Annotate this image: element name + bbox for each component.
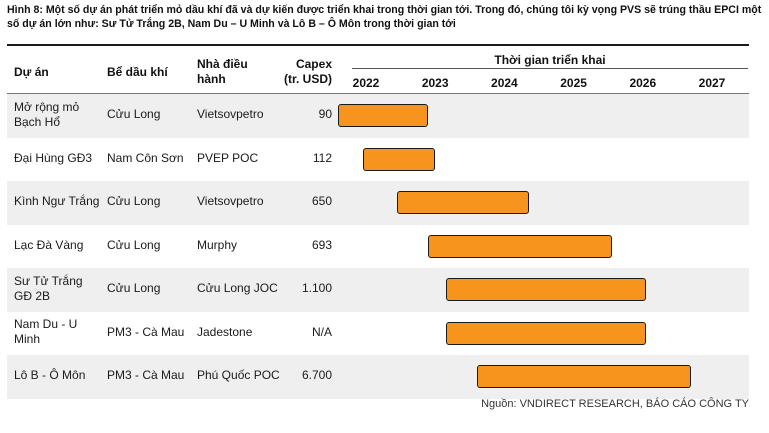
year-tick-label: 2024 <box>491 76 518 90</box>
operator-name: PVEP POC <box>197 151 258 166</box>
project-name-line: Nam Du - U <box>14 317 78 332</box>
year-tick-label: 2022 <box>352 76 380 90</box>
year-tick-label: 2026 <box>629 76 657 90</box>
project-name-line: Mở rộng mỏ <box>14 99 80 114</box>
operator-name: Vietsovpetro <box>197 107 264 122</box>
header-project: Dự án <box>14 65 49 79</box>
header-capex: Capex (tr. USD) <box>272 57 332 87</box>
capex-value: 112 <box>312 150 332 165</box>
operator-name: Phú Quốc POC <box>197 368 280 383</box>
operator-name: Vietsovpetro <box>197 194 264 209</box>
header-operator-line1: Nhà điều <box>197 57 248 71</box>
timeline-bar <box>445 321 647 345</box>
operator-name: Jadestone <box>197 325 252 340</box>
timeline-bar <box>397 191 529 215</box>
project-name: Kình Ngư Trắng <box>14 194 99 209</box>
basin-name: Cửu Long <box>107 281 161 296</box>
year-tick-label: 2023 <box>421 76 449 90</box>
basin-name: PM3 - Cà Mau <box>107 368 185 383</box>
project-name-line: Lạc Đà Vàng <box>14 237 84 252</box>
source-note: Nguồn: VNDIRECT RESEARCH, BÁO CÁO CÔNG T… <box>481 398 749 410</box>
header-bottom-rule <box>7 93 749 94</box>
basin-name: Cửu Long <box>107 237 161 252</box>
capex-value: N/A <box>311 324 332 339</box>
operator-name-line: Vietsovpetro <box>197 194 264 209</box>
capex-value: 693 <box>311 237 332 252</box>
project-name-line: Lô B - Ô Môn <box>14 368 86 383</box>
project-name-line: GĐ 2B <box>14 288 51 303</box>
timeline-bar <box>362 147 436 171</box>
capex-value: 6.700 <box>301 368 332 383</box>
basin-name: Cửu Long <box>107 194 161 209</box>
project-name: Lô B - Ô Môn <box>14 368 85 383</box>
operator-name: Murphy <box>197 238 237 253</box>
project-name-line: Bạch Hổ <box>14 114 61 129</box>
project-name-line: Kình Ngư Trắng <box>14 194 100 209</box>
timeline-bar <box>476 365 692 389</box>
timeline-title: Thời gian triển khai <box>494 53 606 67</box>
header-basin: Bể dầu khí <box>107 65 168 79</box>
top-rule <box>7 44 749 46</box>
timeline-bar <box>445 278 647 302</box>
timeline-bar <box>338 104 429 128</box>
timeline-rule <box>352 68 748 69</box>
basin-name: PM3 - Cà Mau <box>107 324 185 339</box>
capex-value: 90 <box>318 107 332 122</box>
operator-name-line: PVEP POC <box>197 150 259 165</box>
project-name: Lạc Đà Vàng <box>14 238 83 253</box>
operator-name: Cửu Long JOC <box>197 281 278 296</box>
operator-name-line: Cửu Long JOC <box>197 281 278 296</box>
project-name: Nam Du - U Minh <box>14 317 77 347</box>
basin-name: Cửu Long <box>107 107 161 122</box>
basin-name: Nam Côn Sơn <box>107 150 184 165</box>
header-capex-line2: (tr. USD) <box>284 72 332 86</box>
header-operator: Nhà điều hành <box>197 57 248 87</box>
timeline-bar <box>428 234 612 258</box>
capex-value: 1.100 <box>301 281 332 296</box>
operator-name-line: Murphy <box>197 237 238 252</box>
operator-name-line: Jadestone <box>197 324 253 339</box>
project-name: Đại Hùng GĐ3 <box>14 151 92 166</box>
year-tick-label: 2025 <box>560 76 587 90</box>
project-name: Mở rộng mỏ Bạch Hổ <box>14 100 79 130</box>
project-name-line: Minh <box>14 332 41 347</box>
capex-value: 650 <box>311 194 332 209</box>
project-name-line: Sư Tử Trắng <box>14 273 83 288</box>
header-capex-line1: Capex <box>295 57 332 71</box>
operator-name-line: Vietsovpetro <box>197 107 264 122</box>
operator-name-line: Phú Quốc POC <box>197 368 280 383</box>
figure-caption: Hình 8: Một số dự án phát triển mỏ dầu k… <box>7 4 762 30</box>
project-name-line: Đại Hùng GĐ3 <box>14 150 93 165</box>
project-name: Sư Tử Trắng GĐ 2B <box>14 274 83 304</box>
table-row <box>7 181 749 225</box>
header-operator-line2: hành <box>197 72 226 86</box>
year-tick-label: 2027 <box>698 76 726 90</box>
